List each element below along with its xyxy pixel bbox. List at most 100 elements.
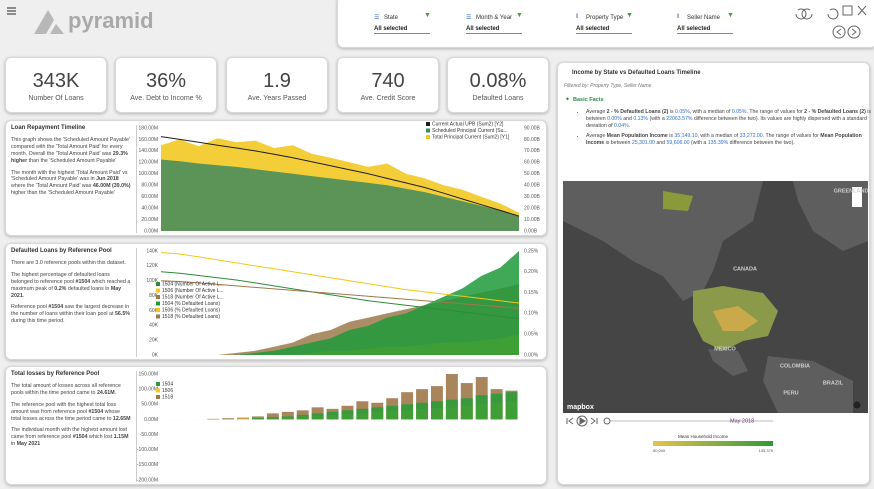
divider <box>136 371 137 482</box>
map-label: MEXICO <box>714 346 736 352</box>
panel-title: Defaulted Loans by Reference Pool <box>11 248 112 254</box>
text: is <box>668 109 675 115</box>
legend-label: 1518 <box>162 394 173 400</box>
map[interactable]: mapbox May 2018 Mean Household Income 50… <box>563 181 868 483</box>
undo-icon[interactable] <box>801 8 813 20</box>
legend-max: 135,376 <box>759 448 774 453</box>
prev-button[interactable] <box>832 25 846 39</box>
y2-tick-label: 20.00B <box>524 205 541 211</box>
bold-text: #1504 <box>88 408 104 415</box>
kpi-label: Defaulted Loans <box>472 95 524 102</box>
kpi-value: 1.9 <box>263 70 291 92</box>
value-text: 25,301.00 <box>631 140 655 147</box>
filter-dropdown[interactable]: All selected <box>374 26 430 34</box>
panel-title: Total losses by Reference Pool <box>11 371 100 377</box>
bold-text: 29.3% higher <box>11 150 128 164</box>
kpi-card: 343K Number Of Loans <box>5 57 107 113</box>
close-icon[interactable] <box>857 5 867 16</box>
text: The reference pool with the highest tota… <box>11 401 117 415</box>
y2-tick-label: 0.20% <box>524 269 539 275</box>
y-tick-label: 80.00M <box>141 183 158 189</box>
map-label: PERU <box>783 390 798 396</box>
map-label: BRAZIL <box>823 380 844 386</box>
y-tick-label: 180.00M <box>139 125 158 131</box>
redo-icon[interactable] <box>827 8 839 20</box>
filter-label: Seller Name <box>687 15 721 21</box>
bar <box>311 413 324 420</box>
text: higher than the 'Scheduled Amount Payabl… <box>11 190 115 197</box>
attribution: mapbox <box>567 404 594 411</box>
filter-funnel[interactable]: ▼ <box>727 12 734 19</box>
y-tick-label: -150.00M <box>137 462 158 468</box>
bar <box>237 417 250 420</box>
kpi-card: 0.08% Defaulted Loans <box>447 57 549 113</box>
facts-heading: Basic Facts <box>573 97 604 103</box>
filter-funnel[interactable]: ▼ <box>424 12 431 19</box>
filter-bar: ☰ State All selected ▼ ☰ Month & Year All sele… <box>337 0 874 48</box>
filter-dropdown[interactable]: All selected <box>677 26 733 34</box>
y-tick-label: 60K <box>149 308 159 314</box>
bar <box>296 414 309 420</box>
next-button[interactable] <box>847 25 861 39</box>
y-tick-label: 0K <box>152 352 159 358</box>
area <box>161 251 519 355</box>
y-tick-label: 0.00M <box>144 417 158 423</box>
value-text: 135.39% <box>707 140 729 147</box>
text: Average <box>586 109 607 115</box>
filter-funnel[interactable]: ▼ <box>626 12 633 19</box>
y2-tick-label: 10.00B <box>524 217 541 223</box>
y2-tick-label: 0.05% <box>524 332 539 338</box>
text: and <box>621 116 634 123</box>
y-tick-label: -100.00M <box>137 447 158 453</box>
facts-icon: ✦ <box>565 97 571 103</box>
legend-swatch <box>426 135 430 139</box>
map-label: CANADA <box>733 266 757 272</box>
bold-text: 2 - % Defaulted Loans (2) <box>804 109 866 115</box>
y2-tick-label: 90.00B <box>524 125 541 131</box>
y-tick-label: -50.00M <box>140 432 158 438</box>
bar <box>207 418 220 420</box>
bar <box>266 417 279 420</box>
bold-text: May 2021 <box>11 285 122 299</box>
paragraph: The highest percentage of defaulted loan… <box>11 272 131 300</box>
bar <box>281 411 294 420</box>
bold-text: 12.65M <box>112 415 131 422</box>
legend-label: 1518 (% Defaulted Loans) <box>162 314 220 320</box>
map-panel: Income by State vs Defaulted Loans Timel… <box>557 62 871 485</box>
text: and <box>654 140 667 147</box>
map-controls[interactable] <box>852 187 862 207</box>
bold-text: Jun 2018 <box>96 176 119 183</box>
text: where the 'Total Amount Paid' was <box>11 183 93 190</box>
y2-tick-label: 0.25% <box>524 248 539 254</box>
value-text: 0.13% <box>633 116 649 123</box>
map-label: COLOMBIA <box>780 363 810 369</box>
kpi-label: Ave. Years Passed <box>247 95 307 102</box>
legend-label: 1518 (Number Of Active L... <box>162 294 224 300</box>
menu-icon[interactable] <box>7 7 16 15</box>
line <box>160 136 520 217</box>
kpi-value: 740 <box>371 70 405 92</box>
legend-swatch <box>156 388 160 393</box>
value-text: 35,149.10 <box>674 133 698 140</box>
info-icon[interactable] <box>853 401 861 409</box>
panel: Loan Repayment Timeline This graph shows … <box>5 120 547 236</box>
reset-icon[interactable] <box>795 8 807 20</box>
paragraph: The month with the highest 'Total Amount… <box>11 170 131 198</box>
panel: Total losses by Reference Pool The total … <box>5 366 547 485</box>
filter-dropdown[interactable]: All selected <box>576 26 632 34</box>
bar <box>490 393 503 420</box>
filter-funnel[interactable]: ▼ <box>516 12 523 19</box>
player-controls[interactable] <box>566 415 773 427</box>
filter-dropdown[interactable]: All selected <box>466 26 522 34</box>
bar <box>416 402 429 420</box>
y-tick-label: 140K <box>146 248 158 254</box>
text: is <box>667 133 675 140</box>
fullscreen-icon[interactable] <box>842 5 853 16</box>
text: There are 3.0 reference pools within thi… <box>11 260 126 266</box>
land <box>563 181 763 301</box>
text: . <box>114 389 117 396</box>
text: whose total losses across the time perio… <box>11 408 120 422</box>
bold-text: #1504 <box>48 304 64 311</box>
bar <box>505 392 518 420</box>
